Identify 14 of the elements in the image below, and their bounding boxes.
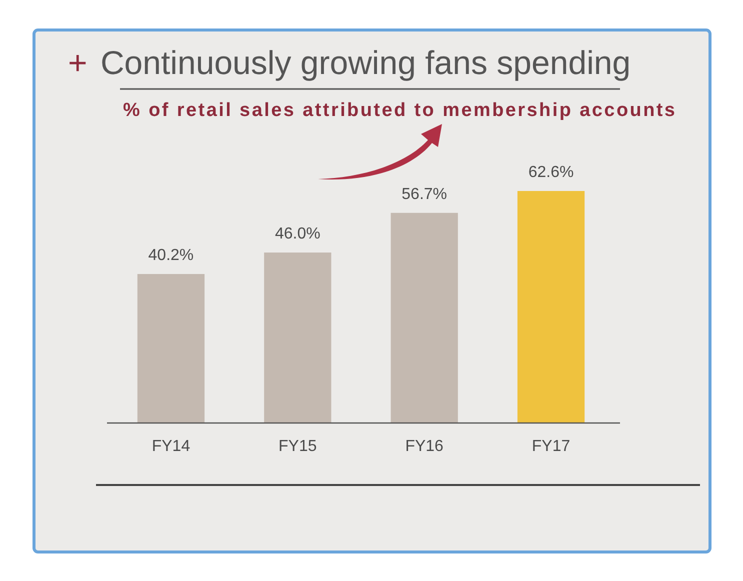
data-label: 46.0% [274,226,320,243]
x-tick-label: FY15 [278,438,317,455]
data-label: 62.6% [528,164,574,181]
bar [517,191,585,423]
x-tick-label: FY14 [152,438,190,455]
data-label: 56.7% [402,186,448,203]
bar [390,212,458,423]
x-tick-label: FY17 [532,438,570,455]
bar [264,252,332,423]
chart-title: + Continuously growing fans spending [68,44,631,81]
bar [137,274,205,423]
x-tick-label: FY16 [405,438,444,455]
chart-subtitle: % of retail sales attributed to membership accounts [123,100,675,121]
data-label: 40.2% [148,247,194,264]
